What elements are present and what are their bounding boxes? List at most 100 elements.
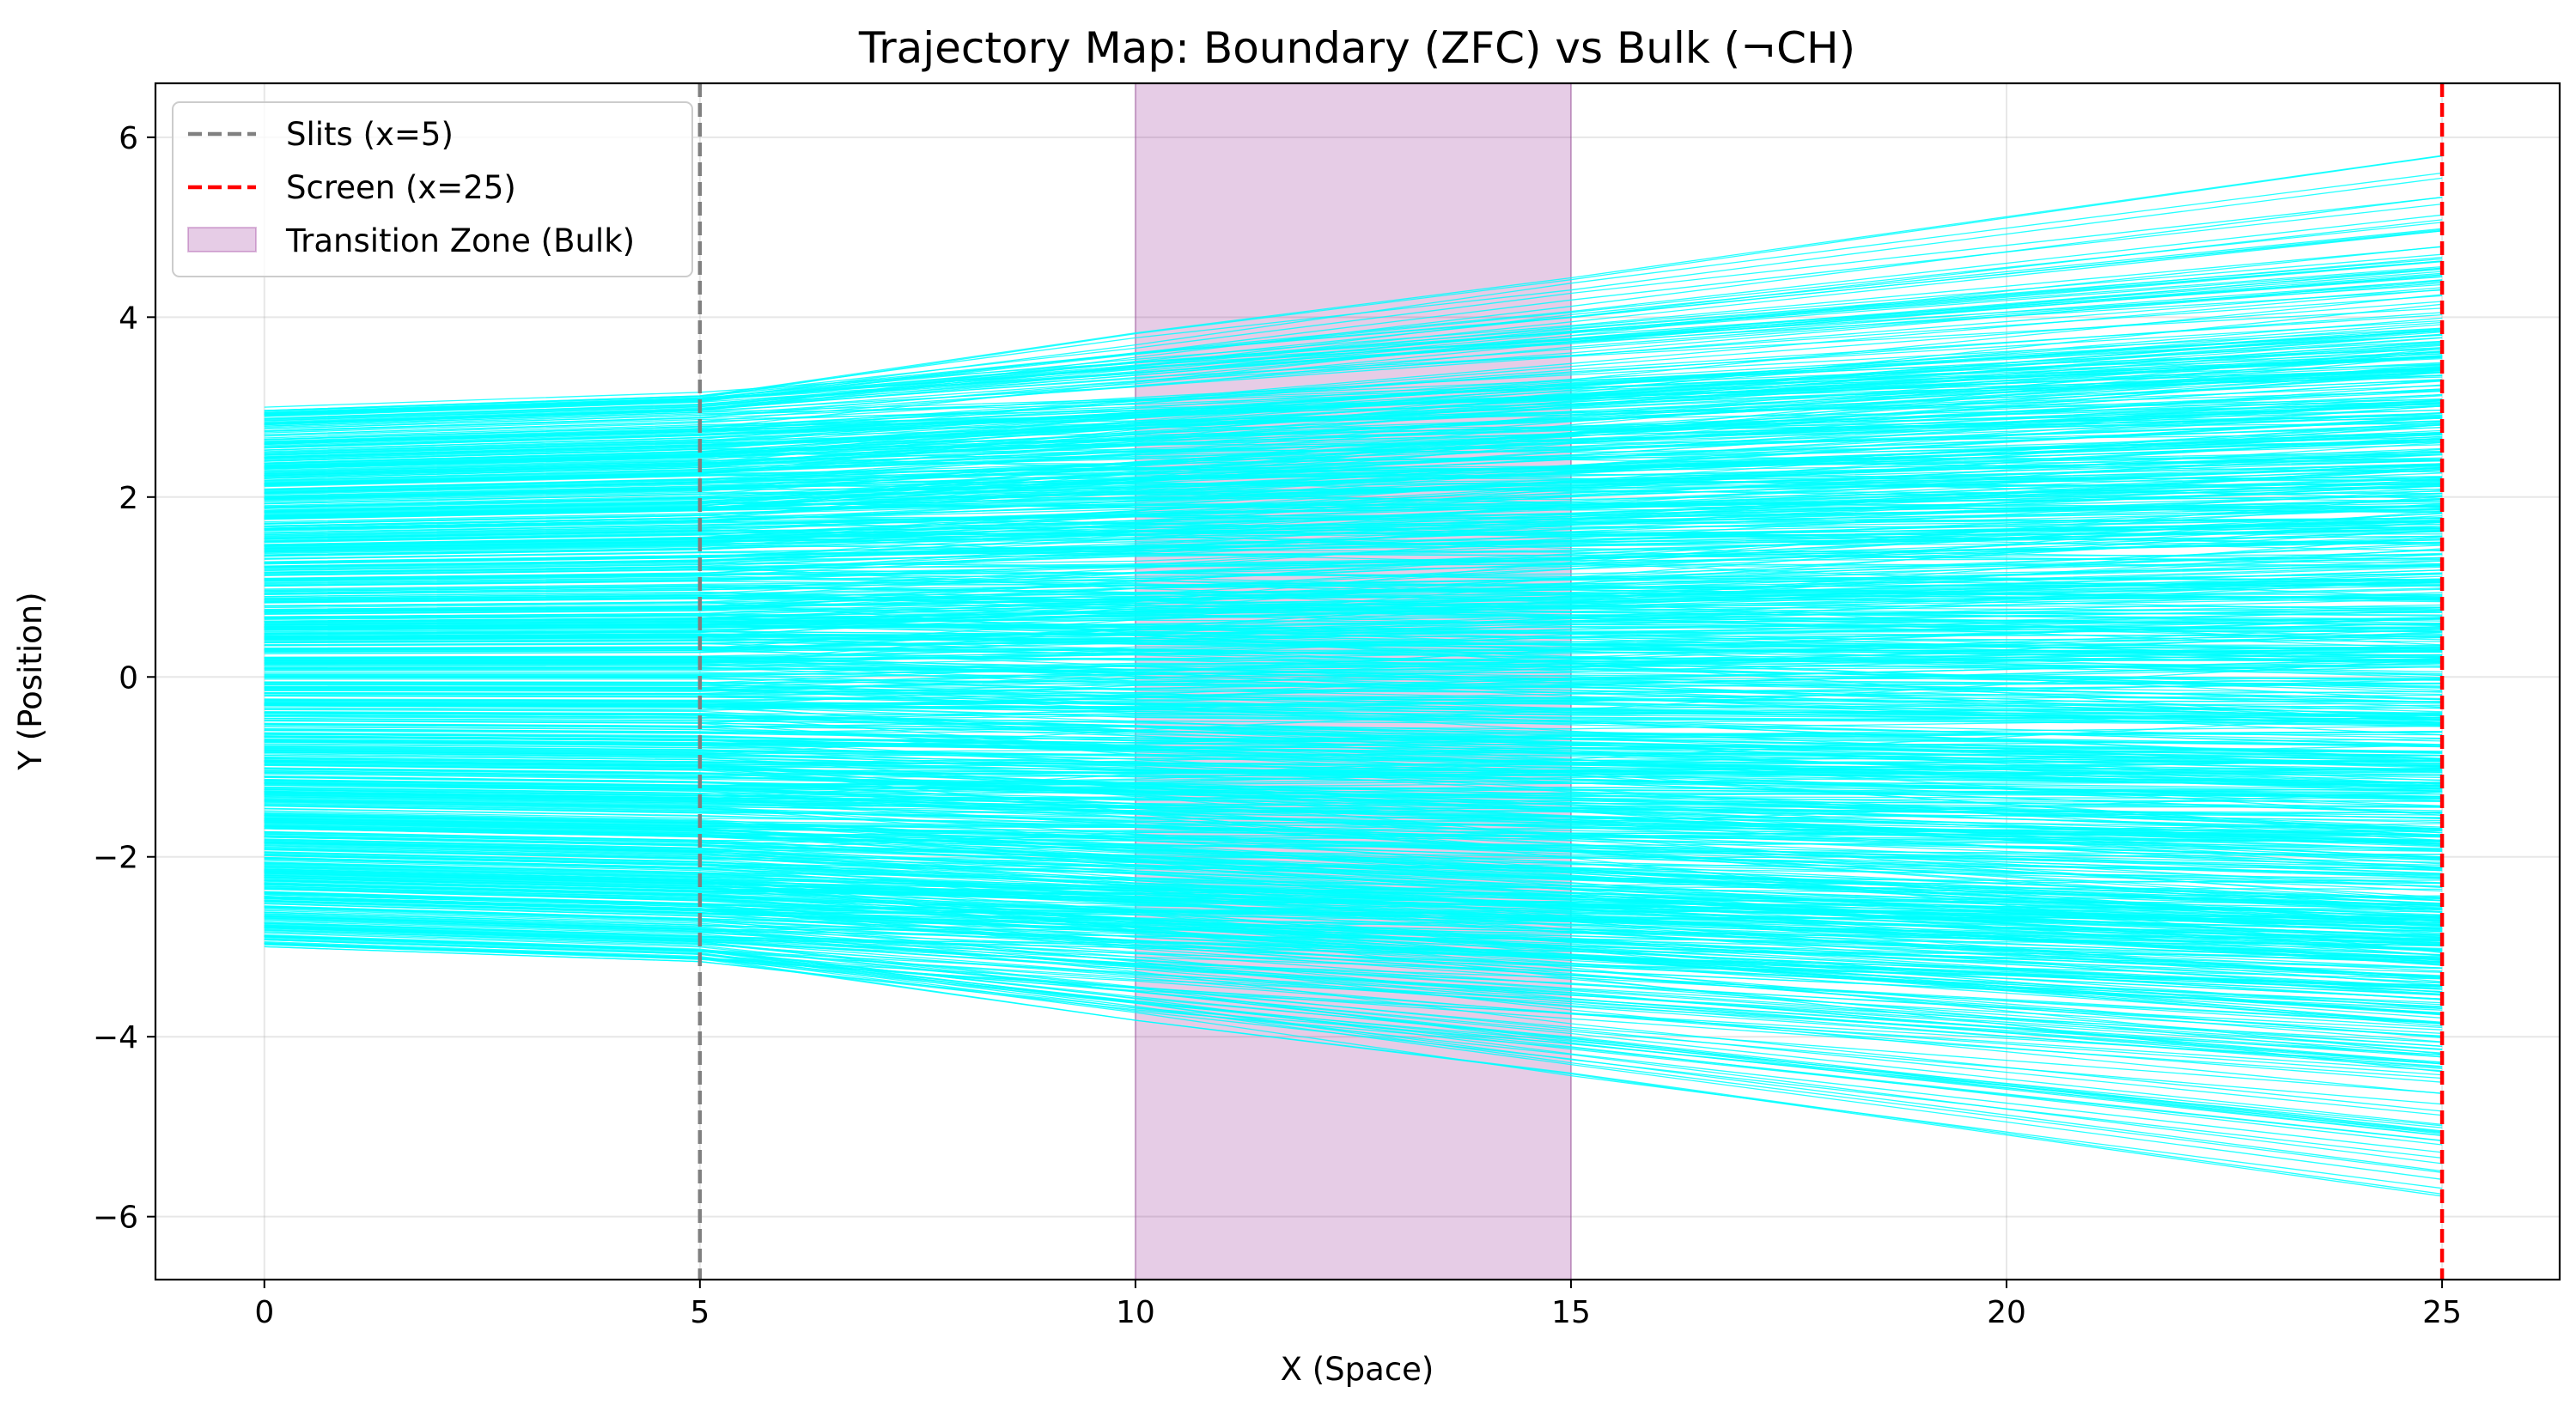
vertical-markers <box>697 83 2445 1280</box>
trajectory-line <box>264 674 2443 684</box>
trajectory-line <box>264 557 2443 575</box>
trajectory-line <box>264 712 2443 769</box>
trajectory-line <box>264 819 2443 858</box>
trajectory-line <box>264 369 2443 512</box>
trajectory-line <box>264 177 2443 411</box>
trajectory-line <box>264 423 2443 456</box>
trajectory-line <box>264 682 2443 705</box>
trajectory-line <box>264 625 2443 636</box>
trajectory-line <box>264 476 2443 550</box>
trajectory-line <box>264 327 2443 437</box>
trajectory-line <box>264 873 2443 980</box>
y-tick-label: −2 <box>93 841 138 876</box>
trajectory-line <box>264 729 2443 746</box>
trajectory-line <box>264 666 2443 721</box>
trajectory-line <box>264 307 2443 426</box>
trajectory-line <box>264 582 2443 631</box>
trajectory-line <box>264 781 2443 800</box>
trajectory-line <box>264 415 2443 484</box>
trajectory-line <box>264 658 2443 756</box>
trajectory-line <box>264 624 2443 632</box>
trajectory-line <box>264 504 2443 536</box>
legend-swatch-transition-zone <box>187 227 257 252</box>
trajectory-line <box>264 469 2443 556</box>
trajectory-line <box>264 943 2443 1127</box>
trajectory-line <box>264 793 2443 807</box>
x-tick-label: 15 <box>1551 1295 1591 1330</box>
trajectory-line <box>264 344 2443 454</box>
trajectory-line <box>264 488 2443 555</box>
trajectory-line <box>264 374 2443 439</box>
trajectory-line <box>264 682 2443 761</box>
trajectory-line <box>264 636 2443 650</box>
trajectory-line <box>264 490 2443 596</box>
trajectory-line <box>264 379 2443 459</box>
trajectory-line <box>264 929 2443 1054</box>
trajectory-line <box>264 813 2443 879</box>
y-axis-label: Y (Position) <box>12 592 49 770</box>
trajectory-line <box>264 214 2443 417</box>
trajectory-line <box>264 879 2443 913</box>
trajectory-line <box>264 701 2443 719</box>
trajectory-line <box>264 634 2443 638</box>
trajectory-line <box>264 579 2443 587</box>
trajectory-line <box>264 862 2443 978</box>
y-tick-label: 6 <box>119 121 138 156</box>
trajectory-line <box>264 502 2443 615</box>
trajectory-line <box>264 758 2443 783</box>
trajectory-line <box>264 432 2443 520</box>
trajectory-line <box>264 946 2443 1141</box>
trajectory-line <box>264 833 2443 920</box>
trajectory-line <box>264 372 2443 505</box>
trajectory-line <box>264 843 2443 927</box>
trajectory-line <box>264 682 2443 696</box>
trajectory-line <box>264 584 2443 600</box>
trajectory-line <box>264 630 2443 678</box>
trajectory-line <box>264 861 2443 961</box>
trajectory-line <box>264 350 2443 494</box>
trajectory-line <box>264 741 2443 757</box>
trajectory-line <box>264 502 2443 513</box>
trajectory-line <box>264 379 2443 471</box>
y-tick-label: 0 <box>119 660 138 696</box>
trajectory-line <box>264 660 2443 720</box>
trajectory-line <box>264 356 2443 448</box>
trajectory-line <box>264 330 2443 477</box>
trajectory-line <box>264 903 2443 995</box>
trajectory-line <box>264 656 2443 677</box>
trajectory-line <box>264 439 2443 515</box>
trajectory-line <box>264 405 2443 470</box>
trajectory-line <box>264 531 2443 586</box>
trajectory-line <box>264 681 2443 719</box>
trajectory-lines <box>264 155 2443 1197</box>
trajectory-line <box>264 854 2443 986</box>
y-tick-label: −6 <box>93 1201 138 1236</box>
trajectory-line <box>264 596 2443 628</box>
trajectory-line <box>264 353 2443 436</box>
trajectory-line <box>264 888 2443 995</box>
trajectory-line <box>264 498 2443 547</box>
trajectory-line <box>264 753 2443 798</box>
trajectory-line <box>264 647 2443 675</box>
y-axis-ticks: −6 −4 −2 0 2 4 6 <box>93 121 155 1236</box>
trajectory-line <box>264 580 2443 664</box>
trajectory-line <box>264 817 2443 879</box>
trajectory-line <box>264 405 2443 516</box>
trajectory-line <box>264 858 2443 959</box>
trajectory-line <box>264 615 2443 625</box>
trajectory-line <box>264 857 2443 979</box>
trajectory-line <box>264 403 2443 500</box>
trajectory-line <box>264 441 2443 468</box>
trajectory-line <box>264 631 2443 706</box>
trajectory-line <box>264 713 2443 837</box>
trajectory-line <box>264 521 2443 651</box>
x-tick-label: 5 <box>690 1295 709 1330</box>
trajectory-line <box>264 842 2443 915</box>
trajectory-line <box>264 831 2443 855</box>
x-axis-label: X (Space) <box>1281 1351 1434 1388</box>
trajectory-line <box>264 823 2443 845</box>
trajectory-line <box>264 552 2443 613</box>
trajectory-line <box>264 453 2443 524</box>
trajectory-line <box>264 784 2443 868</box>
trajectory-line <box>264 781 2443 837</box>
